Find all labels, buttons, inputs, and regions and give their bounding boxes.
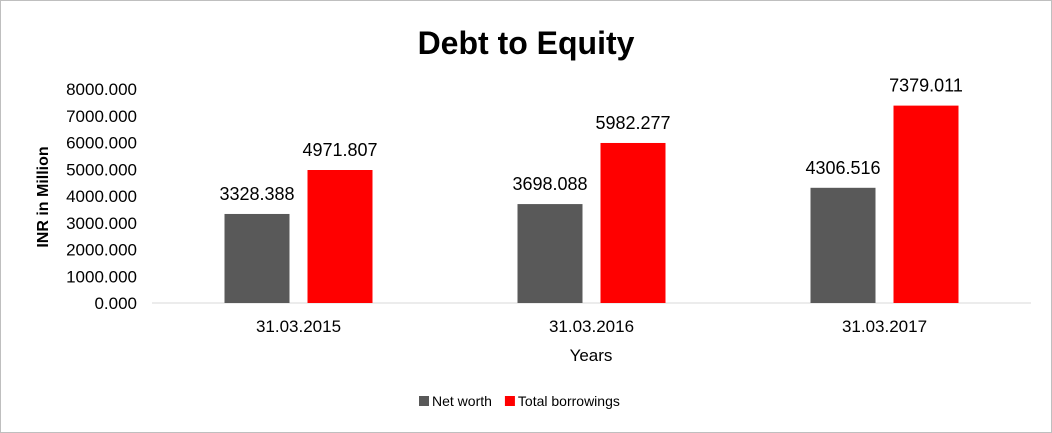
bar-value-label: 4971.807 [302,140,377,160]
x-tick-label: 31.03.2016 [549,317,634,336]
y-tick-label: 6000.000 [66,134,137,153]
bar-value-label: 7379.011 [889,76,963,96]
chart-title: Debt to Equity [418,25,635,61]
x-tick-label: 31.03.2015 [256,317,341,336]
y-tick-label: 4000.000 [66,187,137,206]
bar [224,213,290,303]
legend-label: Total borrowings [518,393,620,409]
y-tick-label: 2000.000 [66,241,137,260]
x-tick-label: 31.03.2017 [842,317,927,336]
y-tick-label: 5000.000 [66,160,137,179]
bar-value-label: 3698.088 [512,174,587,194]
x-axis-categories: 31.03.2015 31.03.2016 31.03.2017 [256,317,927,336]
legend-label: Net worth [432,393,492,409]
bars [224,105,959,304]
y-axis-title: INR in Million [35,146,52,247]
y-tick-label: 7000.000 [66,107,137,126]
data-labels: 3328.388 4971.807 3698.088 5982.277 4306.516… [219,76,962,204]
y-tick-label: 1000.000 [66,267,137,286]
y-tick-label: 8000.000 [66,80,137,99]
legend: Net worth Total borrowings [419,393,620,409]
y-tick-label: 0.000 [94,294,137,313]
legend-swatch [419,396,429,406]
bar-value-label: 4306.516 [805,158,880,178]
bar [517,204,583,303]
bar [307,170,373,303]
bar-value-label: 5982.277 [595,113,670,133]
x-axis-title: Years [570,346,613,365]
bar [810,187,876,303]
legend-swatch [504,396,515,406]
bar [600,142,666,303]
y-axis-ticks: 0.000 1000.000 2000.000 3000.000 4000.000 500… [66,80,137,313]
y-tick-label: 3000.000 [66,214,137,233]
bar [893,105,959,304]
bar-value-label: 3328.388 [219,184,294,204]
